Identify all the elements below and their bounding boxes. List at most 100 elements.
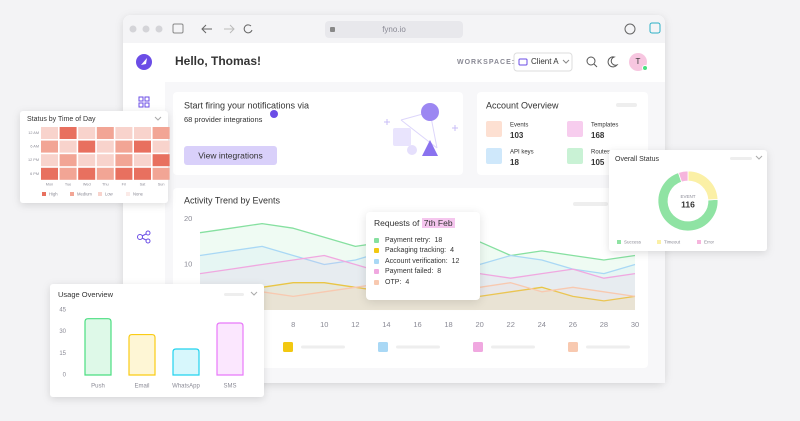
heat-cell (78, 154, 96, 167)
donut-slice (677, 170, 689, 183)
legend-label: Error (704, 240, 715, 245)
x-tick-label: Thu (102, 182, 109, 186)
heat-cell (134, 140, 151, 153)
heat-cell (41, 140, 58, 153)
chevron[interactable] (755, 155, 763, 160)
legend-swatch (697, 240, 701, 244)
placeholder (224, 293, 244, 296)
tooltip-value: 4 (405, 278, 410, 286)
activity-title: Activity Trend by Events (184, 195, 281, 205)
legend-placeholder (396, 345, 440, 349)
legend-placeholder (586, 345, 630, 349)
legend-placeholder (301, 345, 345, 349)
download-button[interactable] (624, 23, 636, 35)
heat-cell (152, 127, 170, 139)
account-card (477, 92, 648, 175)
workspace-select[interactable] (513, 52, 573, 72)
logo-mark (141, 58, 147, 65)
online-dot (642, 65, 648, 71)
search-button[interactable] (586, 56, 596, 66)
heat-cell (96, 127, 114, 139)
bar (84, 318, 112, 376)
tooltip-series: Packaging tracking (385, 247, 446, 254)
workspace-icon (518, 58, 528, 66)
tooltip-value: 12 (451, 257, 460, 265)
legend-label: None (133, 192, 144, 197)
x-tick-label: 18 (444, 320, 452, 329)
tooltip-row: Account verification12 (374, 256, 472, 267)
tooltip-rows: Payment retry18Packaging tracking4Accoun… (374, 235, 472, 288)
x-tick-label: Sat (140, 182, 147, 186)
x-tick-label: Tue (65, 182, 71, 186)
theme-toggle[interactable] (607, 56, 619, 68)
tooltip-series: OTP (385, 279, 401, 286)
donut-label: EVENT (680, 194, 695, 199)
heat-cell (152, 140, 170, 153)
stat-value: 168 (591, 131, 605, 140)
lock-icon (330, 27, 335, 32)
stat-icon (486, 148, 502, 164)
stat-value: 18 (510, 158, 519, 167)
chevron (562, 59, 570, 64)
tooltip-series: Account verification (385, 258, 448, 265)
tooltip-value: 4 (450, 247, 455, 255)
bar (172, 348, 200, 376)
stat-label: API keys (510, 150, 534, 156)
x-tick-label: 22 (507, 320, 515, 329)
reload-button[interactable] (243, 24, 253, 34)
heat-cell (41, 167, 58, 180)
tooltip-series: Payment retry (385, 237, 431, 244)
status-title: Overall Status (615, 156, 659, 163)
nav-icon[interactable] (138, 96, 150, 108)
x-tick-label: 24 (538, 320, 546, 329)
nav-icon[interactable] (137, 230, 151, 244)
legend-swatch (283, 342, 293, 352)
legend-swatch (126, 192, 130, 196)
tooltip-date: 7th Feb (421, 218, 455, 228)
y-tick-label: 12 AM (28, 131, 39, 135)
url-bar[interactable] (325, 21, 463, 38)
x-tick-label: 20 (475, 320, 483, 329)
legend-swatch (378, 342, 388, 352)
legend-label: High (49, 192, 58, 197)
window-dot (129, 25, 137, 33)
x-tick-label: 30 (631, 320, 639, 329)
chevron[interactable] (250, 291, 258, 296)
illustration (384, 103, 458, 156)
extension-icon[interactable] (649, 22, 661, 34)
tooltip: Requests of 7th Feb Payment retry18Packa… (366, 212, 480, 300)
sidebar-toggle[interactable] (172, 23, 184, 34)
legend-swatch (98, 192, 102, 196)
promo-button[interactable] (184, 146, 277, 165)
heat-cell (78, 167, 96, 180)
status-chart: Success Timeout Error (617, 170, 719, 245)
x-tick-label: 12 (351, 320, 359, 329)
window-dot (155, 25, 163, 33)
x-tick-label: 10 (320, 320, 328, 329)
forward-button[interactable] (224, 24, 235, 34)
back-button[interactable] (201, 24, 212, 34)
legend-label: Success (624, 240, 642, 245)
heat-cell (59, 167, 77, 180)
x-tick-label: SMS (223, 384, 236, 390)
x-tick-label: Push (91, 384, 105, 390)
heat-cell (115, 167, 133, 180)
y-tick-label: 10 (184, 260, 192, 269)
usage-panel (50, 284, 264, 397)
status-panel (609, 150, 767, 251)
chevron[interactable] (154, 116, 162, 121)
x-tick-label: 16 (413, 320, 421, 329)
legend-swatch (568, 342, 578, 352)
search-handle (593, 63, 598, 68)
promo-title: Start firing your notifications via (184, 100, 309, 110)
legend-label: Low (105, 192, 114, 197)
promo-link[interactable]: 68 provider integrations (184, 115, 263, 124)
tooltip-head: Requests of 7th Feb (374, 218, 472, 228)
y-tick-label: 30 (59, 329, 66, 335)
stat-value: 103 (510, 131, 524, 140)
legend-swatch (657, 240, 661, 244)
avatar-initial: T (636, 57, 641, 66)
heat-cell (96, 167, 114, 180)
